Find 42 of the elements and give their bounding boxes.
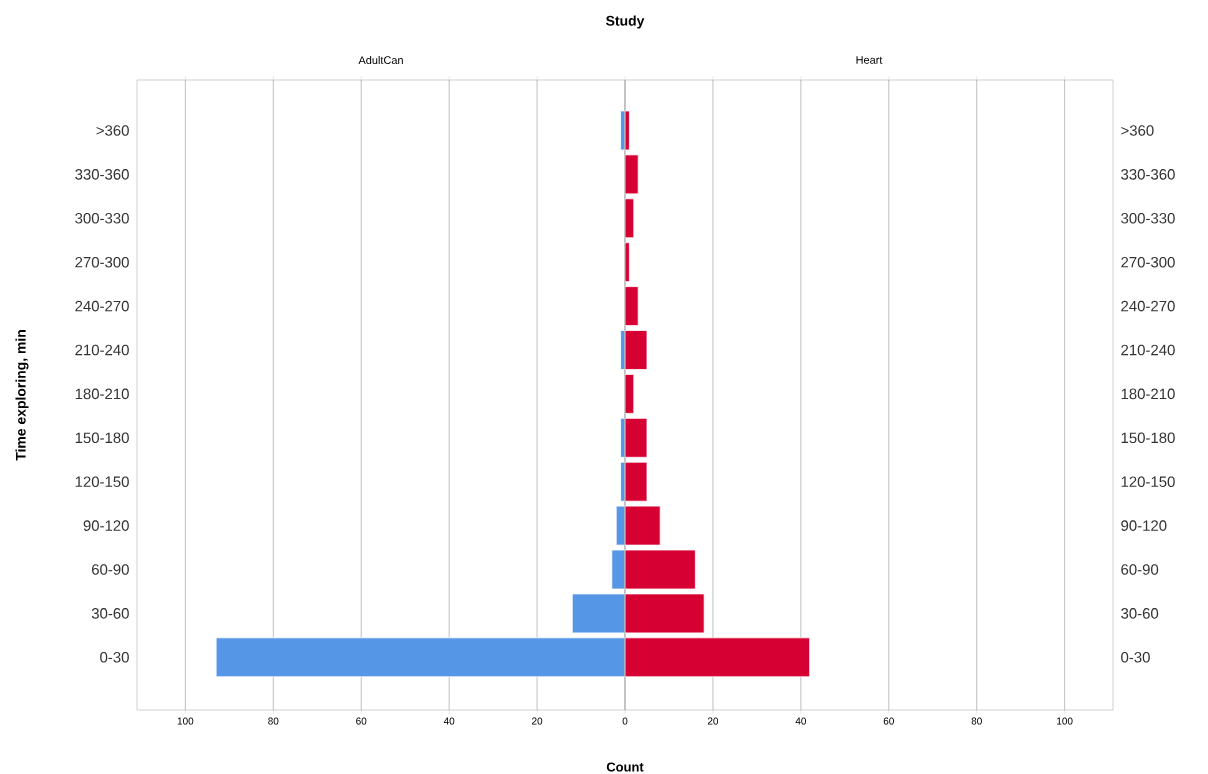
- x-tick-label: 20: [707, 717, 719, 725]
- y-tick-label: 90-120: [1121, 520, 1167, 531]
- y-tick-label: 330-360: [1121, 169, 1175, 180]
- y-tick-label: 240-270: [1121, 300, 1175, 312]
- x-tick-label: 80: [971, 717, 982, 725]
- y-tick-label: 180-210: [75, 388, 129, 400]
- x-tick-label: 20: [532, 717, 543, 725]
- y-tick-label: 300-330: [1121, 212, 1175, 224]
- y-tick-label: >360: [96, 125, 129, 136]
- y-tick-label: 90-120: [83, 520, 129, 531]
- x-tick-label: 80: [268, 717, 279, 725]
- x-tick-label: 40: [443, 717, 455, 725]
- chart-title: Study: [606, 15, 645, 29]
- y-tick-label: 330-360: [75, 169, 129, 180]
- y-tick-label: 270-300: [1121, 256, 1175, 268]
- y-tick-label: 240-270: [75, 300, 129, 312]
- y-tick-label: 0-30: [100, 652, 129, 663]
- x-axis-title: Count: [606, 762, 644, 772]
- y-tick-label: 30-60: [1121, 608, 1159, 619]
- y-tick-label: 0-30: [1121, 652, 1150, 663]
- y-tick-label: 120-150: [1121, 476, 1175, 487]
- x-tick-label: 60: [883, 717, 894, 725]
- y-tick-label: 30-60: [91, 608, 129, 619]
- y-tick-label: 270-300: [75, 256, 129, 268]
- chart-subtitle: AdultCan: [358, 55, 403, 65]
- y-tick-label: 300-330: [75, 212, 129, 224]
- y-tick-label: 210-240: [75, 344, 129, 356]
- x-tick-label: 0: [622, 717, 628, 725]
- y-tick-label: 60-90: [92, 564, 129, 575]
- x-tick-label: 100: [177, 717, 194, 725]
- chart-subtitle: Heart: [856, 56, 883, 64]
- x-tick-label: 40: [795, 717, 807, 725]
- y-tick-label: 210-240: [1121, 344, 1175, 356]
- y-tick-label: 60-90: [1121, 564, 1159, 575]
- y-tick-label: >360: [1121, 125, 1154, 136]
- x-tick-label: 60: [356, 717, 367, 725]
- y-tick-label: 150-180: [1121, 432, 1175, 444]
- y-axis-title: Time exploring, min: [15, 330, 29, 461]
- y-tick-label: 120-150: [75, 476, 129, 487]
- y-tick-label: 150-180: [75, 432, 129, 444]
- x-tick-label: 100: [1057, 717, 1073, 725]
- y-tick-label: 180-210: [1121, 388, 1175, 400]
